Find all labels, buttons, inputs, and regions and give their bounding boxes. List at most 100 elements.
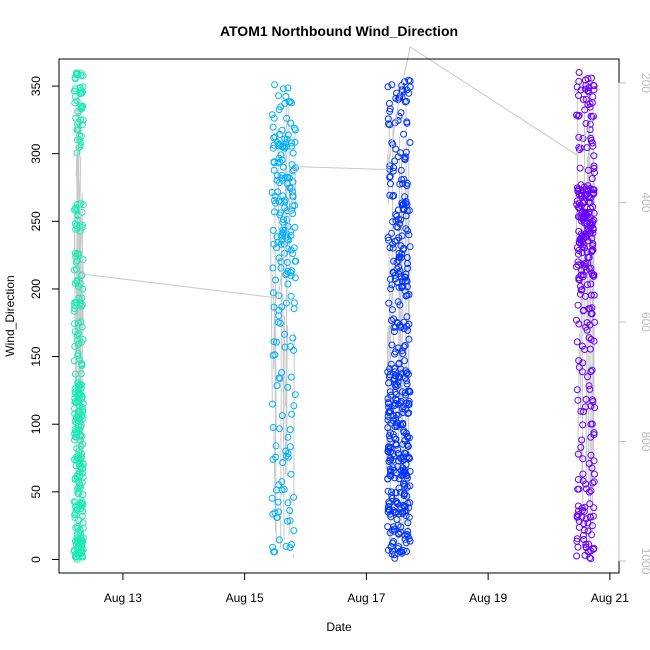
- series-layer: [70, 69, 599, 563]
- data-point: [385, 236, 393, 244]
- data-point: [286, 507, 294, 514]
- data-point: [577, 191, 585, 199]
- data-point: [580, 408, 587, 416]
- data-point: [590, 112, 597, 120]
- data-point: [386, 173, 394, 181]
- data-point: [286, 426, 294, 434]
- data-point: [398, 232, 406, 240]
- data-point: [577, 282, 584, 290]
- data-point: [392, 145, 400, 153]
- data-point: [403, 472, 411, 480]
- data-point: [579, 96, 587, 103]
- data-point: [270, 134, 278, 142]
- data-point: [580, 526, 588, 534]
- data-point: [75, 422, 83, 430]
- data-point: [587, 310, 595, 317]
- data-point: [396, 421, 404, 429]
- data-point: [79, 88, 87, 96]
- data-point: [399, 246, 407, 253]
- data-point: [73, 331, 81, 339]
- data-point: [574, 543, 582, 551]
- connector-line: [407, 178, 410, 539]
- data-point: [574, 476, 582, 483]
- data-point: [395, 283, 403, 291]
- data-point: [588, 175, 596, 183]
- data-point: [272, 276, 280, 284]
- connector-line: [283, 315, 286, 435]
- data-point: [287, 139, 295, 147]
- data-point: [585, 84, 593, 91]
- data-point: [282, 231, 289, 239]
- data-point: [589, 229, 597, 237]
- data-point: [583, 319, 591, 327]
- data-point: [270, 338, 278, 346]
- data-point: [71, 342, 79, 350]
- data-point: [78, 301, 86, 309]
- x-tick-label: Aug 19: [469, 591, 507, 605]
- y-tick-label: 200: [29, 279, 43, 299]
- data-point: [269, 226, 277, 234]
- data-point: [401, 78, 409, 86]
- data-point: [281, 198, 289, 206]
- data-point: [582, 95, 590, 103]
- data-point: [268, 494, 276, 502]
- data-point: [272, 453, 280, 461]
- data-point: [589, 93, 597, 101]
- data-point: [573, 316, 580, 324]
- data-point: [276, 375, 284, 383]
- data-point: [406, 243, 414, 251]
- data-point: [402, 512, 410, 520]
- data-point: [392, 441, 400, 449]
- data-point: [288, 142, 296, 150]
- data-point: [75, 144, 83, 152]
- data-point: [574, 258, 582, 266]
- data-point: [405, 76, 413, 84]
- data-point: [588, 366, 596, 374]
- data-point: [384, 523, 392, 531]
- data-point: [269, 289, 277, 297]
- data-point: [587, 555, 595, 563]
- data-point: [390, 365, 398, 372]
- data-point: [396, 149, 404, 157]
- connector-line: [273, 424, 276, 532]
- data-point: [390, 323, 398, 331]
- data-point: [391, 350, 398, 358]
- data-point: [389, 218, 397, 226]
- y-axis: 0 50 100 150 200 250 300 350: [29, 76, 60, 563]
- data-point: [386, 107, 394, 115]
- data-point: [282, 93, 290, 100]
- data-point: [400, 428, 408, 436]
- data-point: [394, 400, 402, 408]
- data-point: [72, 207, 80, 215]
- connector-line: [81, 262, 84, 553]
- data-point: [386, 172, 394, 180]
- data-point: [277, 264, 285, 272]
- data-point: [405, 320, 413, 328]
- chart-title: ATOM1 Northbound Wind_Direction: [220, 23, 458, 39]
- data-point: [75, 330, 82, 337]
- data-point: [71, 514, 79, 522]
- data-point: [589, 240, 597, 247]
- data-point: [406, 482, 414, 490]
- data-point: [269, 123, 277, 131]
- data-point: [406, 387, 413, 395]
- data-point: [396, 374, 404, 381]
- series-3: [384, 76, 414, 562]
- data-point: [585, 382, 593, 390]
- data-point: [581, 230, 589, 238]
- data-point: [589, 242, 597, 250]
- data-point: [586, 500, 594, 508]
- data-point: [403, 277, 411, 285]
- data-point: [75, 389, 83, 397]
- data-point: [79, 285, 87, 293]
- data-point: [275, 425, 283, 433]
- data-point: [388, 495, 396, 502]
- data-point: [71, 305, 78, 313]
- y2-tick-label: 800: [639, 431, 650, 451]
- data-point: [393, 223, 401, 231]
- data-point: [390, 433, 398, 441]
- data-point: [388, 341, 396, 349]
- data-point: [589, 512, 597, 520]
- y2-tick-label: 400: [639, 192, 650, 212]
- data-point: [587, 291, 595, 299]
